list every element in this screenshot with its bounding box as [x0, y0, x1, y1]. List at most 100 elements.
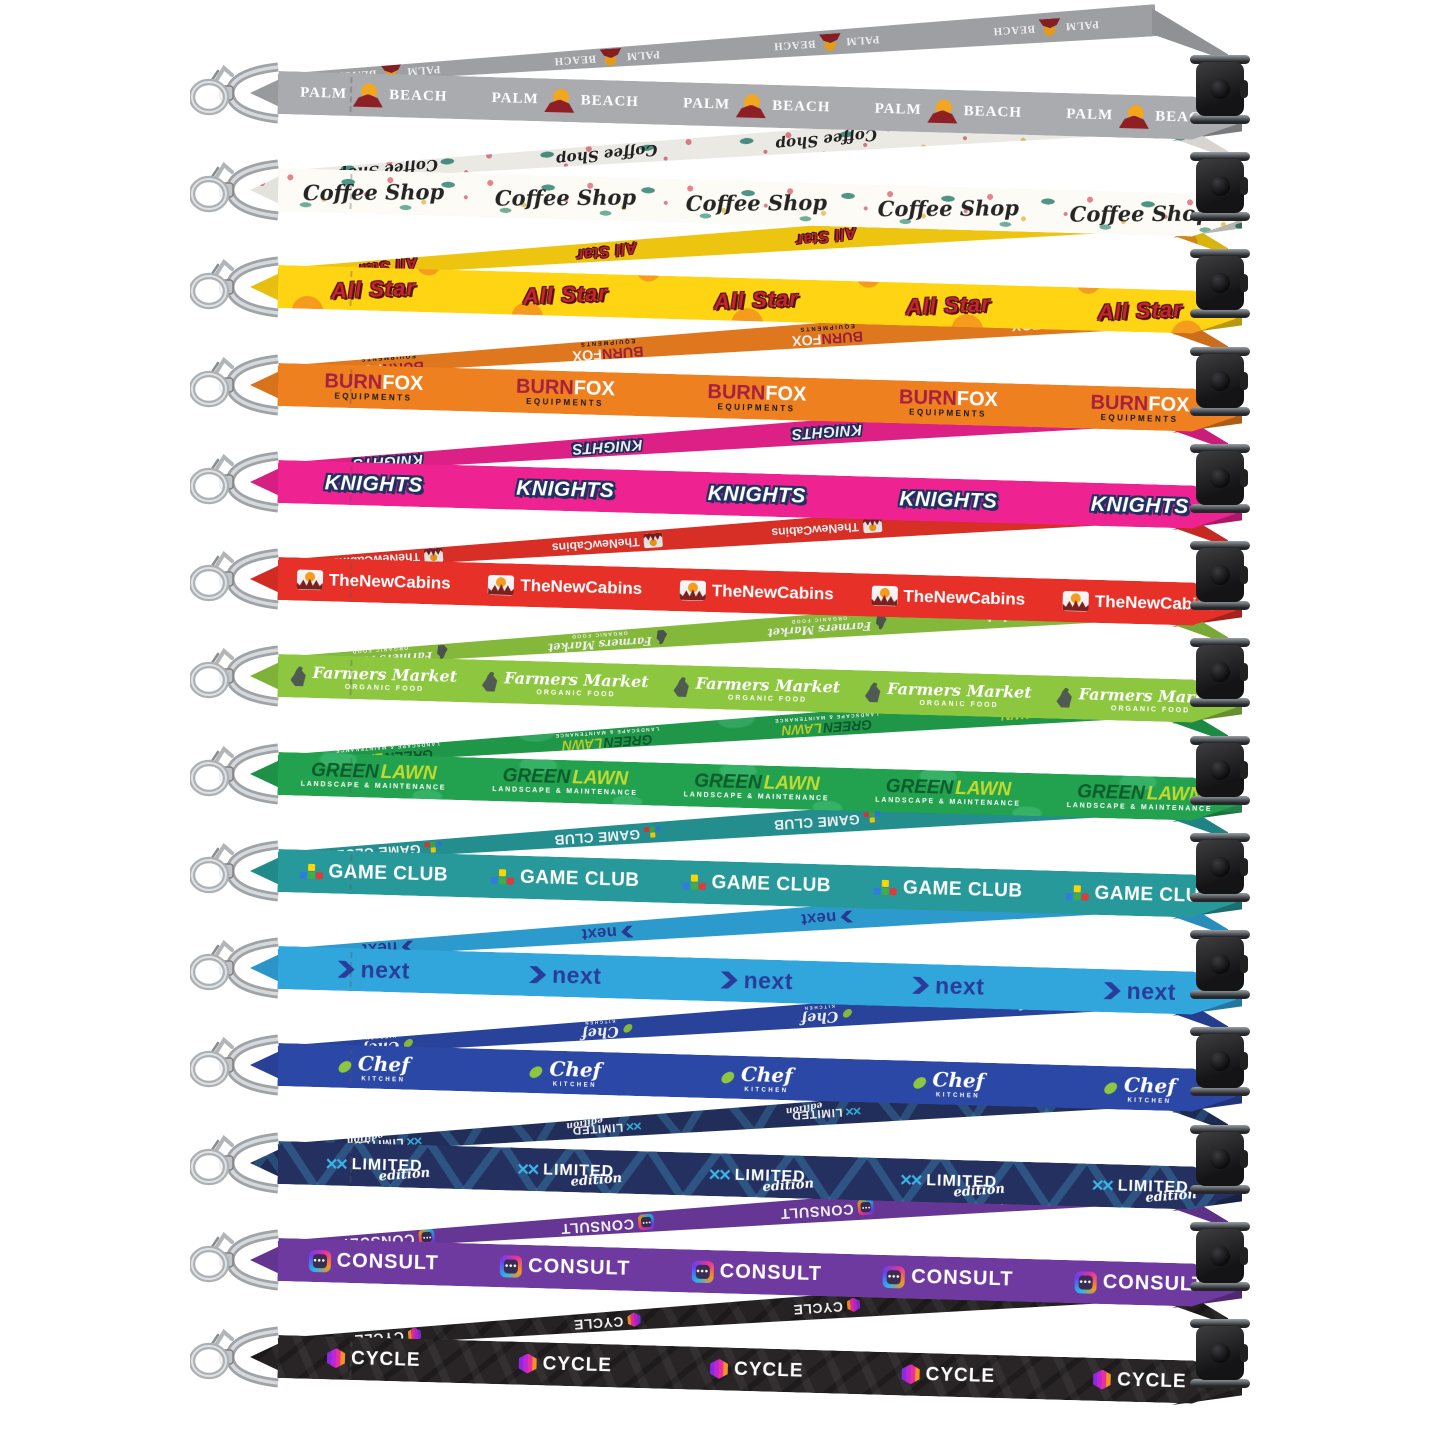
gradient-app-icon: ••• [638, 1213, 655, 1230]
swivel-hook-clasp-icon [190, 152, 290, 228]
strap-front: CYCLE CYCLE CYCLE CYCLE CYCLE [277, 1335, 1236, 1405]
swivel-hook-clasp-icon [190, 930, 290, 1006]
knights-logo: KNIGHTS [899, 486, 998, 513]
buckle-bar [1190, 1125, 1250, 1134]
thenewcabins-logo: TheNewCabins [680, 580, 834, 604]
double-x-icon: ✕✕ [324, 1155, 346, 1174]
cycle-logo: CYCLE [327, 1347, 421, 1372]
swivel-hook-clasp-icon [190, 736, 290, 812]
breakaway-buckle [1196, 840, 1248, 894]
buckle-button [1210, 1149, 1230, 1169]
breakaway-buckle [1196, 548, 1248, 602]
next-logo: next [337, 956, 410, 985]
all-star-logo: All Star [575, 238, 639, 266]
buckle-button [1210, 954, 1230, 974]
buckle-bar [1190, 407, 1250, 416]
swivel-hook-clasp-icon [190, 444, 290, 520]
cabin-scene-icon [871, 585, 898, 606]
next-logo: next [529, 961, 602, 990]
knights-logo: KNIGHTS [790, 421, 863, 443]
gradient-app-icon: ••• [883, 1265, 906, 1288]
palm-island-icon [819, 32, 842, 52]
breakaway-buckle [1196, 937, 1248, 991]
buckle-button [1210, 371, 1230, 391]
cycle-logo: CYCLE [710, 1358, 804, 1383]
breakaway-buckle [1196, 256, 1248, 310]
buckle-bar [1190, 55, 1250, 64]
buckle-bar [1190, 638, 1250, 647]
gradient-app-icon: ••• [857, 1199, 874, 1216]
leaf-icon [911, 1075, 928, 1090]
all-star-logo: All Star [713, 285, 800, 314]
game-club-logo: GAME CLUB [491, 865, 640, 891]
all-star-logo: All Star [330, 274, 417, 303]
breakaway-buckle [1196, 645, 1248, 699]
buckle-bar [1190, 115, 1250, 124]
buckle-bar [1190, 1222, 1250, 1231]
buckle-button [1210, 662, 1230, 682]
breakaway-buckle [1196, 159, 1248, 213]
buckle-button [1210, 1246, 1230, 1266]
all-star-logo: All Star [795, 223, 859, 251]
knights-logo: KNIGHTS [707, 481, 807, 508]
double-x-icon: ✕✕ [626, 1118, 643, 1132]
gradient-cube-icon [627, 1312, 641, 1327]
swivel-hook-clasp-icon [190, 1319, 290, 1395]
gradient-app-icon: ••• [1074, 1271, 1097, 1294]
swivel-hook-clasp-icon [190, 1125, 290, 1201]
gradient-app-icon: ••• [308, 1249, 331, 1272]
strap-fold [1152, 8, 1228, 61]
breakaway-buckle [1196, 62, 1248, 116]
coffee-shop-logo: Coffee Shop [686, 189, 828, 216]
consult-logo: •••CONSULT [308, 1249, 439, 1276]
coffee-shop-logo: Coffee Shop [303, 179, 445, 206]
consult-logo: •••CONSULT [779, 1198, 874, 1221]
farmer-silhouette-icon [436, 644, 448, 659]
leaf-icon [622, 1023, 634, 1034]
buckle-bar [1190, 541, 1250, 550]
chevron-icon [337, 961, 354, 978]
knights-logo: KNIGHTS [1090, 492, 1190, 518]
leaf-icon [528, 1064, 545, 1079]
gradient-cube-icon [1093, 1369, 1112, 1389]
consult-logo: •••CONSULT [1074, 1270, 1205, 1297]
cycle-logo: CYCLE [1093, 1368, 1187, 1393]
consult-logo: •••CONSULT [560, 1213, 655, 1236]
cycle-logo: CYCLE [518, 1352, 612, 1377]
leaf-icon [719, 1070, 736, 1085]
chevron-icon [529, 966, 546, 983]
buckle-button [1210, 1343, 1230, 1363]
leaf-icon [841, 1008, 853, 1019]
farmer-silhouette-icon [290, 666, 307, 686]
buckle-bar [1190, 504, 1250, 513]
buckle-bar [1190, 698, 1250, 707]
cabin-scene-icon [488, 574, 515, 595]
coffee-shop-logo: Coffee Shop [555, 140, 659, 169]
cabin-scene-icon [424, 548, 444, 564]
coffee-shop-logo: Coffee Shop [494, 184, 636, 211]
palm-island-icon [544, 87, 575, 114]
thenewcabins-logo: TheNewCabins [771, 518, 883, 540]
knights-logo: KNIGHTS [571, 436, 644, 458]
buckle-button [1210, 468, 1230, 488]
